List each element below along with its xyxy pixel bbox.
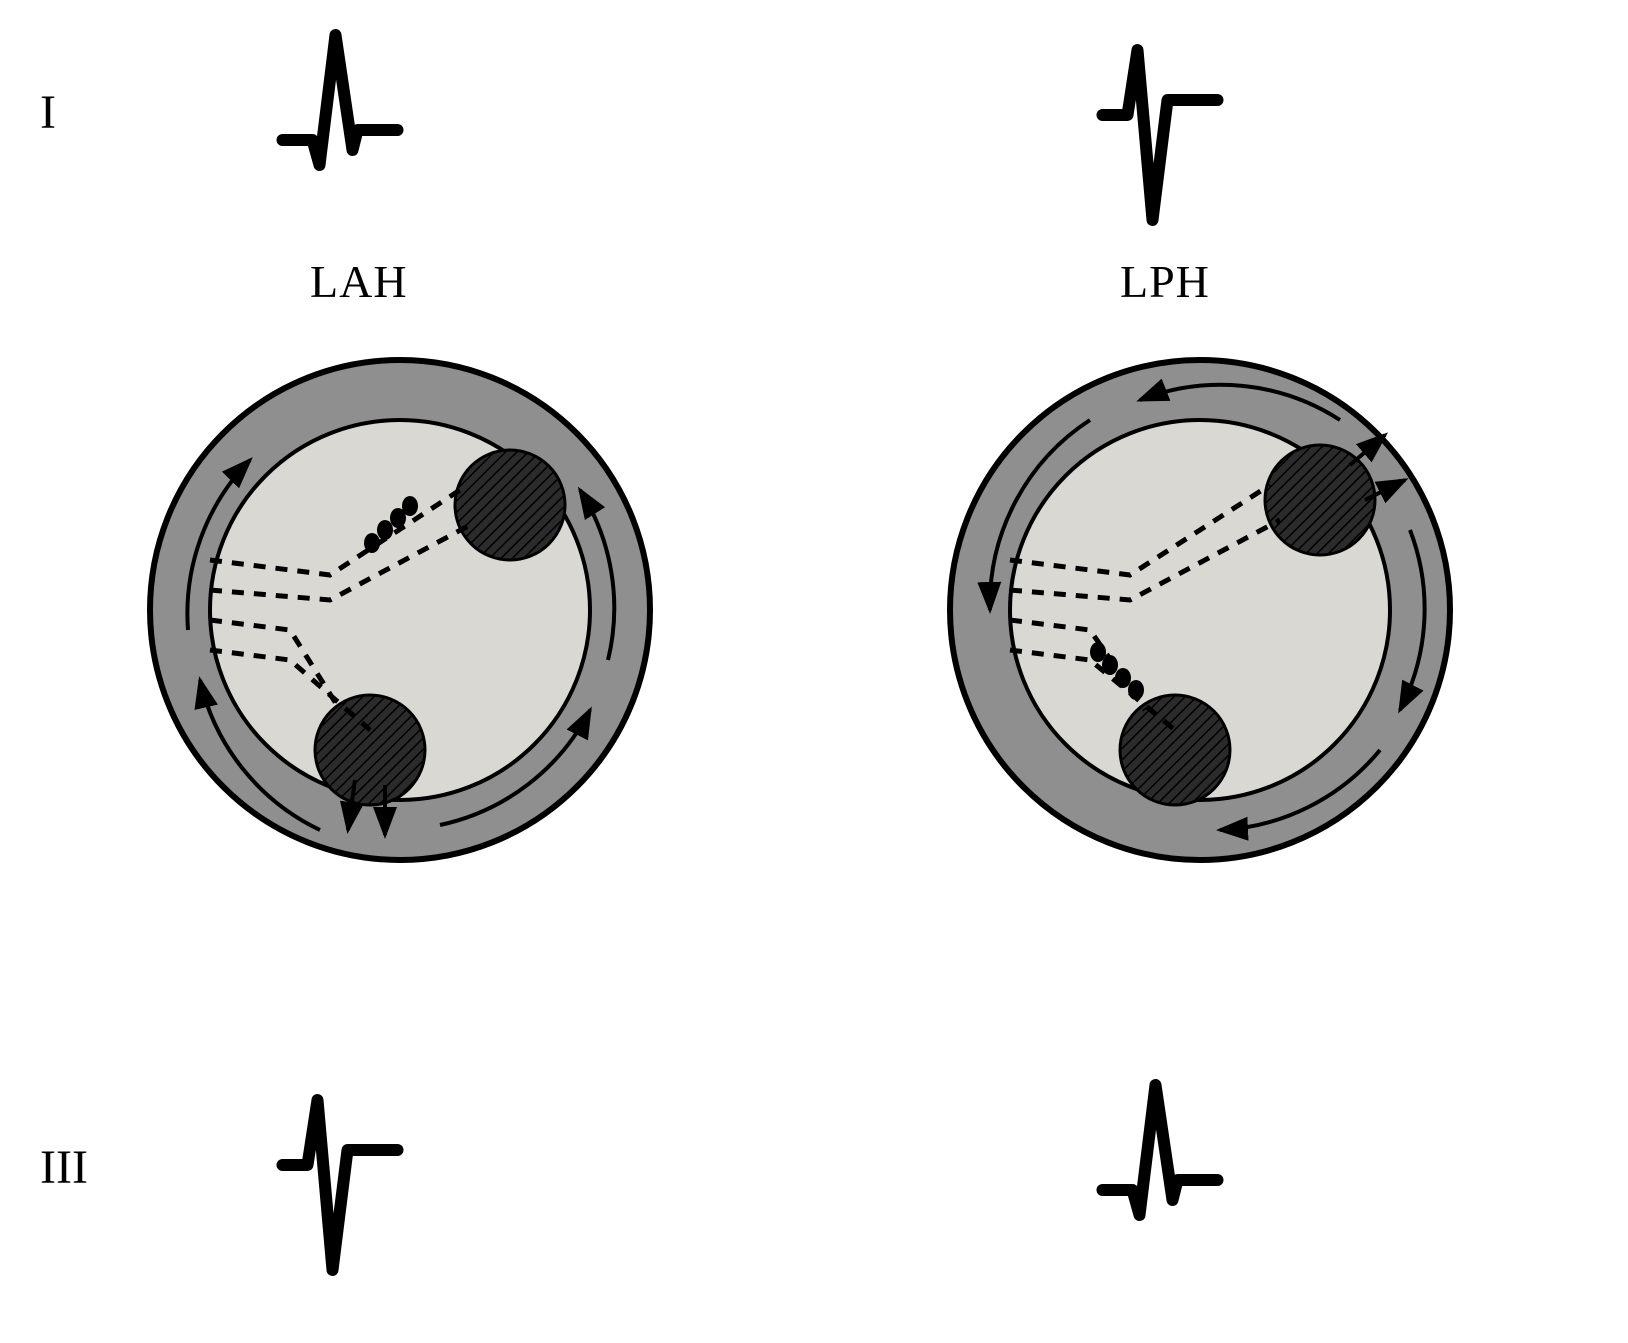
anterolateral-pap [1265, 445, 1375, 555]
lead-III-label: III [40, 1140, 88, 1195]
posteromedial-pap [315, 695, 425, 805]
anterolateral-pap [455, 450, 565, 560]
lph-label: LPH [1120, 255, 1210, 308]
ecg-trace [1103, 50, 1218, 220]
ecg-trace [1103, 1085, 1218, 1215]
ecg-lead-III-lah [270, 1070, 410, 1290]
lph-cross-section [940, 330, 1460, 890]
lah-label: LAH [310, 255, 408, 308]
ecg-trace [283, 35, 398, 165]
lead-I-label: I [40, 85, 56, 140]
ecg-lead-I-lah [270, 20, 410, 240]
posteromedial-pap [1120, 695, 1230, 805]
ecg-trace [283, 1100, 398, 1270]
lah-cross-section [140, 330, 660, 890]
hemiblock-figure: I III LAH LPH [0, 0, 1628, 1343]
ecg-lead-III-lph [1090, 1070, 1230, 1290]
ecg-lead-I-lph [1090, 20, 1230, 240]
